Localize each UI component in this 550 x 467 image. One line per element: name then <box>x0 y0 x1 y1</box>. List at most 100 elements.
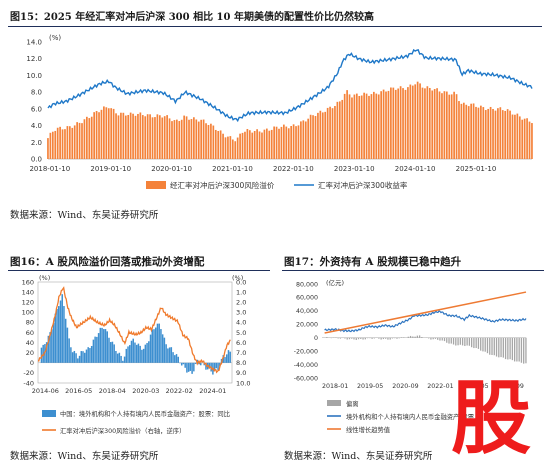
fig16-holdings-yoy-bar <box>144 344 147 363</box>
fig17-y-tick: 60,000 <box>296 295 318 302</box>
fig15-y-tick: 12.0 <box>26 55 42 63</box>
fig17-deviation-bar <box>461 337 464 346</box>
fig15-risk-premium-bar <box>188 119 190 159</box>
fig16-holdings-yoy-bar <box>213 362 216 371</box>
fig17-deviation-bar <box>396 337 398 339</box>
fig17-deviation-bar <box>346 337 348 340</box>
fig15-y-tick: 8.0 <box>31 89 42 97</box>
fig17-deviation-bar <box>353 337 355 340</box>
fig16-holdings-yoy-bar <box>180 362 183 366</box>
fig15-risk-premium-bar <box>428 87 431 159</box>
fig15-legend-bar-label: 经汇率对冲后沪深300风险溢价 <box>170 180 275 190</box>
fig15-risk-premium-bar <box>98 112 100 159</box>
fig15-risk-premium-bar <box>110 108 113 159</box>
fig15-risk-premium-bar <box>49 132 52 159</box>
fig15-risk-premium-bar <box>351 97 353 159</box>
fig15-risk-premium-bar <box>120 112 122 159</box>
fig15-risk-premium-bar <box>382 89 385 159</box>
fig16-holdings-yoy-bar <box>82 351 84 363</box>
fig16-holdings-yoy-bar <box>125 348 128 363</box>
fig17-y-tick: 0 <box>314 335 318 342</box>
fig15-risk-premium-bar <box>66 126 69 159</box>
fig17-trend-line <box>324 291 527 334</box>
fig16-holdings-yoy-bar <box>96 336 98 363</box>
fig15-risk-premium-bar <box>244 131 246 159</box>
fig15-risk-premium-bar <box>212 125 215 159</box>
fig16-holdings-yoy-bar <box>92 339 95 363</box>
fig15-y-tick: 14.0 <box>26 39 42 47</box>
fig17-deviation-bar <box>385 337 387 339</box>
fig16-holdings-yoy-bar <box>139 345 141 363</box>
fig15-risk-premium-bar <box>149 114 151 159</box>
fig16-y-tick-right: 1.0 <box>236 288 246 296</box>
fig15-risk-premium-bar <box>370 94 373 159</box>
fig15-risk-premium-bar <box>190 119 193 159</box>
fig16-holdings-yoy-bar <box>123 356 126 363</box>
fig16-holdings-yoy-bar <box>163 337 166 363</box>
fig16-holdings-yoy-bar <box>158 323 160 363</box>
fig15-risk-premium-bar <box>326 107 329 159</box>
fig15-risk-premium-bar <box>117 115 120 159</box>
fig16-holdings-yoy-bar <box>49 332 51 363</box>
fig15-source: 数据来源：Wind、东吴证券研究所 <box>10 210 159 221</box>
fig16-legend-bar-label: 中国：境外机构和个人持有境内人民币金融资产：股票：同比 <box>60 409 230 418</box>
fig15-risk-premium-bar <box>171 121 173 159</box>
fig17-deviation-bar <box>382 337 385 340</box>
fig17-deviation-bar <box>409 335 412 338</box>
fig17-deviation-bar <box>418 335 421 338</box>
fig15-risk-premium-bar <box>331 108 334 159</box>
fig16-holdings-yoy-bar <box>109 342 112 363</box>
fig15-risk-premium-bar <box>309 114 312 159</box>
fig16-holdings-yoy-bar <box>168 347 171 363</box>
fig16-y-tick-right: 6.0 <box>236 339 246 347</box>
fig15-risk-premium-bar <box>90 116 93 159</box>
fig16-y-tick-left: 80 <box>26 319 34 327</box>
fig17-deviation-bar <box>448 337 450 344</box>
fig15-risk-premium-bar <box>73 125 76 159</box>
fig15-risk-premium-bar <box>129 112 132 159</box>
fig15-risk-premium-bar <box>71 127 74 159</box>
fig15-risk-premium-bar <box>414 84 417 159</box>
fig15-risk-premium-bar <box>419 83 421 159</box>
fig16-holdings-yoy-bar <box>182 362 185 365</box>
fig17-deviation-bar <box>498 337 500 358</box>
fig15-risk-premium-bar <box>385 91 387 159</box>
fig16-holdings-yoy-bar <box>153 329 155 363</box>
fig16-holdings-yoy-bar <box>215 362 218 369</box>
fig15-risk-premium-bar <box>246 128 249 159</box>
fig15-x-tick: 2025-01-10 <box>456 165 497 173</box>
fig16-y-tick-right: 5.0 <box>236 329 246 337</box>
fig17-deviation-bar <box>482 337 484 352</box>
fig17-x-tick: 2019-05 <box>357 383 383 390</box>
fig16-y-tick-right: 9.0 <box>236 369 246 377</box>
fig16-chart: (%) (%) 160 140 120 100 80 60 40 20 0 -20 -40 0.0 1.… <box>22 274 251 435</box>
fig16-holdings-yoy-bar <box>104 329 107 363</box>
fig15-risk-premium-bar <box>207 125 210 159</box>
fig17-y-tick: -40,000 <box>294 362 318 369</box>
fig16-y-tick-right: 7.0 <box>236 349 246 357</box>
fig15-risk-premium-bar <box>300 121 302 159</box>
fig17-deviation-bar <box>491 337 493 355</box>
fig17-deviation-bar <box>421 336 423 338</box>
fig15-risk-premium-bar <box>380 91 383 159</box>
fig16-y-tick-right: 3.0 <box>236 309 246 317</box>
fig15-risk-premium-bar <box>236 137 239 159</box>
fig15-risk-premium-bar <box>103 106 105 159</box>
fig16-holdings-yoy-bar <box>59 300 62 363</box>
fig16-holdings-yoy-bar <box>66 327 69 363</box>
fig15-risk-premium-bar <box>411 85 414 159</box>
fig17-deviation-bar <box>446 337 448 343</box>
fig15-risk-premium-bar <box>292 124 295 159</box>
fig15-risk-premium-bar <box>200 119 203 159</box>
fig15-risk-premium-bar <box>526 118 528 159</box>
fig17-deviation-bar <box>439 337 441 341</box>
fig15-risk-premium-bar <box>261 132 263 159</box>
fig16-holdings-yoy-bar <box>135 344 138 363</box>
fig16-holdings-yoy-bar <box>129 345 131 363</box>
fig16-y-tick-left: 160 <box>22 278 34 286</box>
fig15-risk-premium-bar <box>61 129 64 159</box>
fig15-risk-premium-bar <box>458 101 460 159</box>
fig15-risk-premium-bar <box>47 138 49 159</box>
fig15-risk-premium-bar <box>100 109 103 159</box>
fig16-holdings-yoy-bar <box>224 357 226 363</box>
